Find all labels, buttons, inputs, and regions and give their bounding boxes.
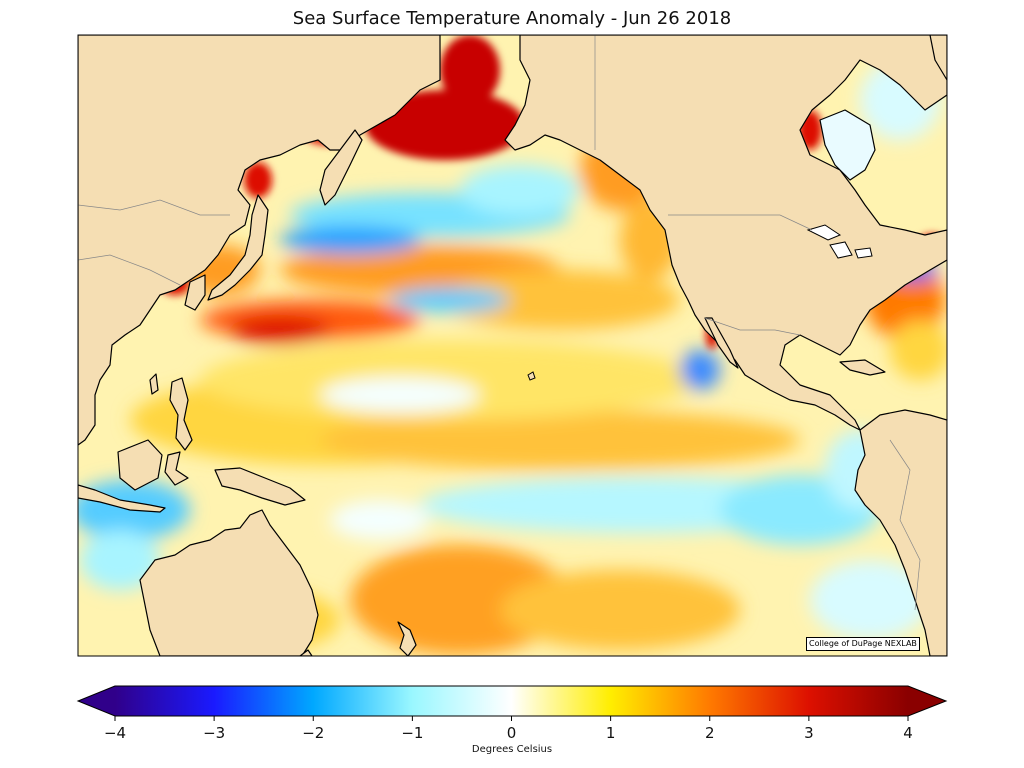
land-new-zealand xyxy=(397,621,417,656)
colorbar-tick-label: −3 xyxy=(203,724,226,742)
land-java xyxy=(78,484,166,513)
colorbar-extend-high xyxy=(908,686,946,716)
map-frame xyxy=(77,34,948,657)
colorbar-tick-label: −1 xyxy=(401,724,424,742)
land-greenland xyxy=(929,35,947,81)
colorbar-tick-label: 0 xyxy=(506,724,517,742)
land-tasmania xyxy=(299,649,313,656)
colorbar-extend-low xyxy=(78,686,115,716)
land-korea xyxy=(184,274,206,311)
colorbar-tick-label: 1 xyxy=(605,724,616,742)
credit-label: College of DuPage NEXLAB xyxy=(806,637,920,651)
map-title: Sea Surface Temperature Anomaly - Jun 26… xyxy=(292,8,732,29)
colorbar-tick-label: −4 xyxy=(103,724,127,742)
colorbar-tick-label: 4 xyxy=(903,724,913,742)
land-baja xyxy=(704,317,739,369)
land-north-america xyxy=(504,35,947,431)
colorbar-tick-label: −2 xyxy=(302,724,325,742)
land-sulawesi xyxy=(164,451,189,486)
colorbar-label: Degrees Celsius xyxy=(471,744,553,755)
land-hawaii xyxy=(527,371,536,381)
colorbar-ticks xyxy=(114,716,909,721)
land-masses xyxy=(78,35,947,656)
land-philippines xyxy=(169,377,193,451)
anomaly-hotspots xyxy=(161,35,944,349)
land-cuba xyxy=(839,359,886,376)
land-south-america xyxy=(854,409,947,656)
land-australia xyxy=(139,509,319,656)
land-borneo xyxy=(117,439,163,491)
land-kamchatka xyxy=(319,129,363,206)
colorbar xyxy=(76,685,948,721)
colorbar-tick-label: 3 xyxy=(804,724,814,742)
political-borders xyxy=(78,35,921,611)
great-lakes xyxy=(806,224,873,259)
map-area xyxy=(78,35,947,656)
colorbar-gradient xyxy=(115,686,908,716)
land-japan xyxy=(207,194,269,301)
land-taiwan xyxy=(149,373,159,395)
hudson-bay xyxy=(819,109,876,181)
land-new-guinea xyxy=(214,467,306,506)
colorbar-tick-label: 2 xyxy=(704,724,715,742)
